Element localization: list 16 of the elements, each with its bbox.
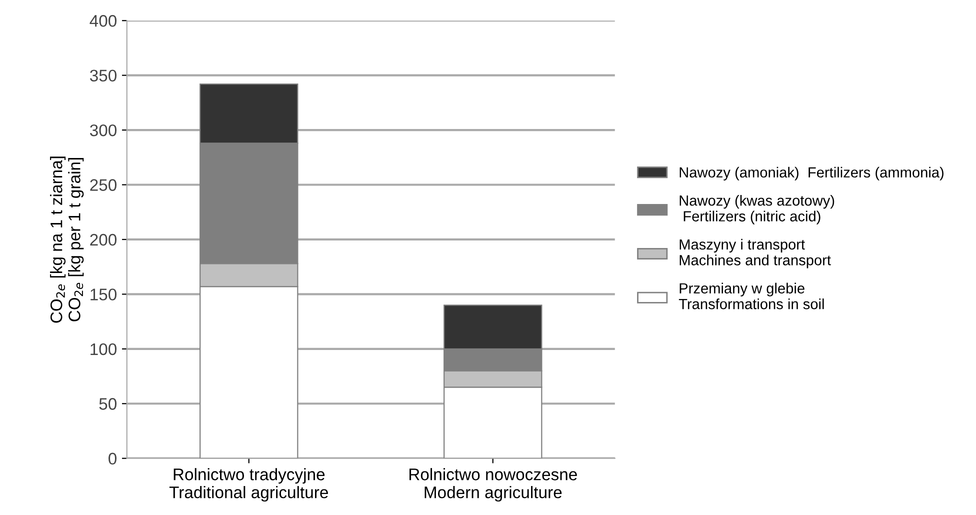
y-tick-label: 400 bbox=[90, 15, 117, 27]
text: CO$_{2e}$ [kg na 1 t ziarna] CO$_{2e}$ [kg per 1 t grain] bbox=[50, 156, 84, 323]
y-tick-label: 50 bbox=[99, 398, 117, 410]
legend-label: Nawozy (amoniak) Fertilizers (ammonia) bbox=[680, 166, 944, 180]
y-tick-label: 200 bbox=[90, 234, 117, 246]
legend-label: Przemiany w glebie Transformations in soil bbox=[678, 282, 824, 310]
y-tick-label: 250 bbox=[90, 179, 117, 191]
y-tick-label: 300 bbox=[90, 124, 117, 136]
y-tick-label: 350 bbox=[90, 70, 117, 82]
y-tick-label: 150 bbox=[90, 288, 117, 300]
y-tick-label: 0 bbox=[108, 452, 117, 465]
x-tick-label: Rolnictwo nowoczesne Modern agriculture bbox=[409, 468, 577, 502]
x-tick-label: Rolnictwo tradycyjne Traditional agriculture bbox=[169, 468, 328, 502]
legend-label: Maszyny i transport Machines and transport bbox=[680, 238, 831, 268]
legend-label: Nawozy (kwas azotowy) Fertilizers (nitric acid) bbox=[680, 195, 834, 224]
y-tick-label: 100 bbox=[90, 343, 117, 356]
